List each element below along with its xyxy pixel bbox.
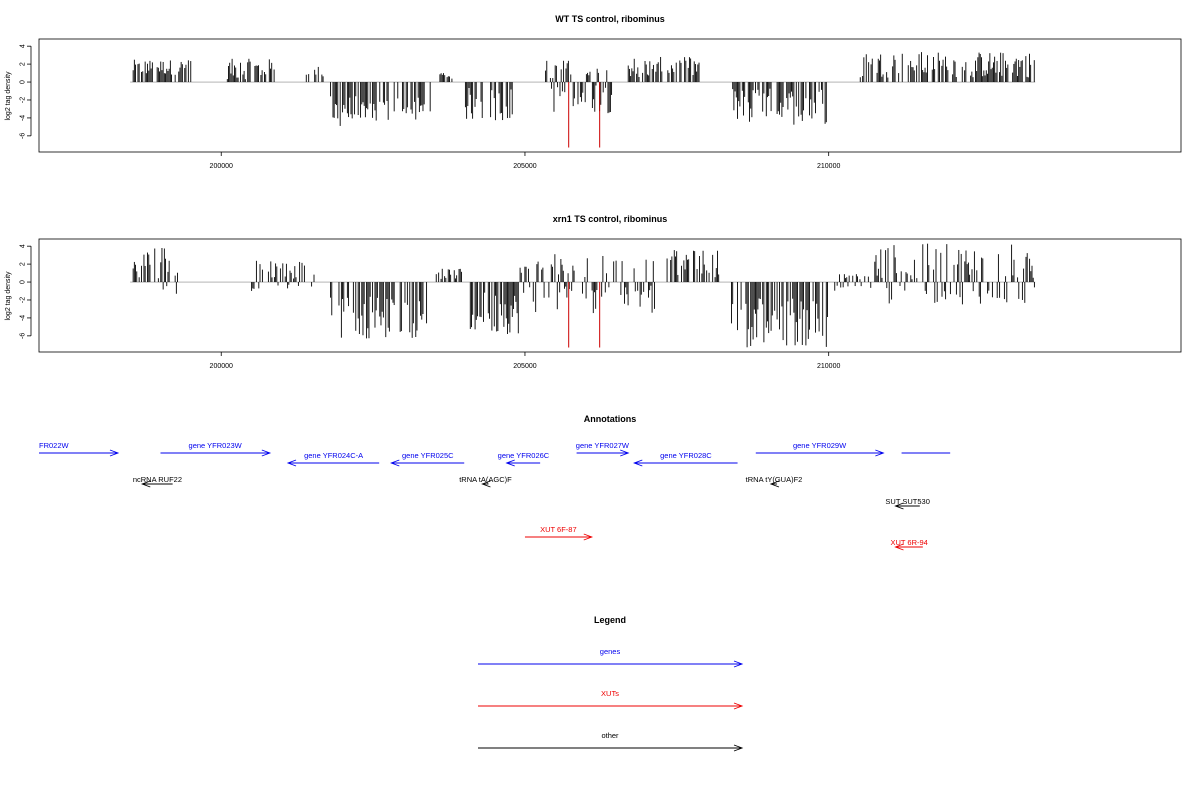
xrn1-bars: [130, 243, 1036, 348]
annotations-track: Annotations FR022W gene YFR023W gene YFR02…: [39, 414, 951, 551]
y-tick-label: 2: [20, 62, 27, 66]
annotation-feature: gene YFR026C: [498, 451, 550, 467]
annotation-feature: ncRNA RUF22: [133, 475, 182, 488]
xrn1-y-axis: 4 2 0 -2 -4 -6: [20, 244, 32, 339]
feature-label: gene YFR025C: [402, 451, 454, 460]
xrn1-panel-title: xrn1 TS control, ribominus: [553, 214, 668, 224]
wt-bars: [130, 52, 1036, 148]
legend: Legend genes XUTs other: [478, 615, 744, 752]
x-tick-label: 210000: [817, 163, 840, 170]
wt-plot-frame: [38, 38, 1182, 153]
annotation-feature: gene YFR024C-A: [286, 451, 380, 467]
x-tick-label: 205000: [513, 363, 536, 370]
arrowhead: [109, 449, 120, 457]
legend-label: XUTs: [601, 689, 619, 698]
annotation-feature: gene YFR023W: [160, 441, 272, 457]
annotation-items: FR022W gene YFR023W gene YFR024C-A gene YFR…: [39, 441, 951, 551]
y-tick-label: -6: [20, 333, 27, 339]
y-tick-label: 2: [20, 262, 27, 266]
xrn1-y-axis-label: log2 tag density: [5, 271, 12, 321]
x-tick-label: 205000: [513, 163, 536, 170]
feature-label: ncRNA RUF22: [133, 475, 182, 484]
wt-y-axis-label: log2 tag density: [5, 71, 12, 121]
feature-label: gene YFR029W: [793, 441, 847, 450]
annotation-feature: tRNA tA(AGC)F: [459, 475, 512, 488]
legend-arrowhead: [733, 660, 744, 668]
legend-title: Legend: [594, 615, 626, 625]
annotation-feature: XUT 6R-94: [890, 538, 928, 551]
xrn1-panel: xrn1 TS control, ribominus log2 tag dens…: [5, 214, 1182, 370]
annotations-title: Annotations: [584, 414, 637, 424]
arrowhead: [481, 480, 491, 488]
arrowhead: [390, 459, 400, 467]
annotation-feature: gene YFR025C: [390, 451, 465, 467]
feature-label: FR022W: [39, 441, 70, 450]
feature-label: gene YFR024C-A: [304, 451, 363, 460]
x-tick-label: 200000: [210, 163, 233, 170]
feature-label: gene YFR026C: [498, 451, 550, 460]
y-tick-label: -2: [20, 97, 27, 103]
feature-label: XUT 6F-87: [540, 525, 577, 534]
feature-label: gene YFR027W: [576, 441, 630, 450]
arrowhead: [769, 480, 780, 488]
annotation-feature: FR022W: [39, 441, 120, 457]
y-tick-label: -2: [20, 297, 27, 303]
arrowhead: [286, 459, 297, 467]
arrowhead: [261, 449, 272, 457]
x-tick-label: 210000: [817, 363, 840, 370]
wt-y-axis: 4 2 0 -2 -4 -6: [20, 44, 32, 139]
feature-label: XUT 6R-94: [890, 538, 927, 547]
wt-panel: WT TS control, ribominus log2 tag densit…: [5, 14, 1182, 170]
feature-label: tRNA tY(GUA)F2: [746, 475, 803, 484]
arrowhead: [633, 459, 643, 467]
annotation-feature: XUT 6F-87: [524, 525, 594, 541]
arrowhead: [620, 449, 630, 457]
xrn1-x-axis: 200000 205000 210000: [210, 352, 840, 370]
legend-label: other: [601, 731, 619, 740]
legend-entry: other: [478, 731, 744, 752]
legend-arrowhead: [733, 702, 744, 710]
legend-entry: XUTs: [478, 689, 744, 710]
y-tick-label: 4: [20, 244, 27, 248]
feature-label: tRNA tA(AGC)F: [459, 475, 512, 484]
arrowhead: [894, 502, 904, 510]
annotation-feature: SUT SUT530: [885, 497, 930, 510]
y-tick-label: -4: [20, 115, 27, 121]
arrowhead: [894, 543, 904, 551]
y-tick-label: 4: [20, 44, 27, 48]
y-tick-label: 0: [20, 80, 27, 84]
annotation-feature: tRNA tY(GUA)F2: [746, 475, 803, 488]
wt-panel-title: WT TS control, ribominus: [555, 14, 665, 24]
arrowhead: [583, 533, 594, 541]
wt-x-axis: 200000 205000 210000: [210, 152, 840, 170]
y-tick-label: 0: [20, 280, 27, 284]
y-tick-label: -4: [20, 315, 27, 321]
y-tick-label: -6: [20, 133, 27, 139]
feature-label: gene YFR023W: [189, 441, 243, 450]
feature-label: SUT SUT530: [885, 497, 929, 506]
xrn1-plot-frame: [38, 238, 1182, 353]
arrowhead: [140, 480, 151, 488]
legend-items: genes XUTs other: [478, 647, 744, 752]
feature-label: gene YFR028C: [660, 451, 712, 460]
legend-arrowhead: [733, 744, 744, 752]
annotation-feature: gene YFR029W: [755, 441, 885, 457]
legend-label: genes: [600, 647, 621, 656]
legend-entry: genes: [478, 647, 744, 668]
annotation-feature: gene YFR027W: [576, 441, 630, 457]
arrowhead: [875, 449, 885, 457]
annotation-feature: gene YFR028C: [633, 451, 738, 467]
arrowhead: [505, 459, 515, 467]
x-tick-label: 200000: [210, 363, 233, 370]
